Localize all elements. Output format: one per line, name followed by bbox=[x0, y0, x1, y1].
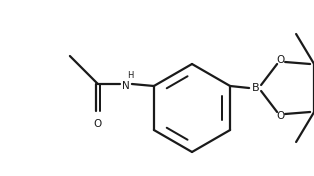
Text: O: O bbox=[276, 111, 284, 121]
Text: B: B bbox=[252, 83, 260, 93]
Text: N: N bbox=[122, 81, 130, 91]
Text: O: O bbox=[94, 119, 102, 129]
Text: O: O bbox=[276, 55, 284, 65]
Text: H: H bbox=[127, 71, 133, 80]
